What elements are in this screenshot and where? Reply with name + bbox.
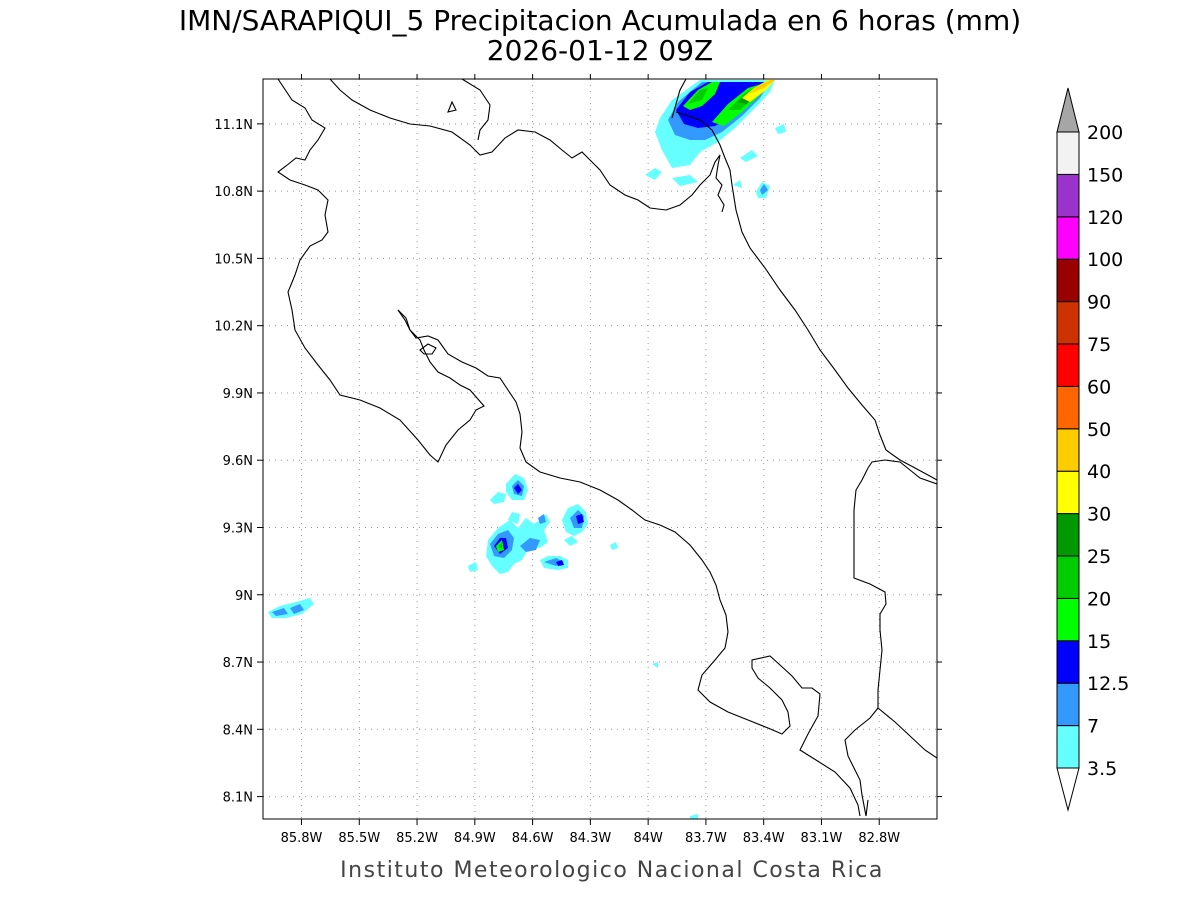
colorbar-label: 15 bbox=[1087, 631, 1111, 653]
colorbar-label: 25 bbox=[1087, 546, 1111, 568]
colorbar-label: 60 bbox=[1087, 376, 1111, 398]
colorbar-label: 100 bbox=[1087, 249, 1123, 271]
x-tick-label: 83.1W bbox=[801, 831, 843, 846]
y-tick-label: 11.1N bbox=[214, 118, 253, 133]
colorbar-swatch bbox=[1056, 216, 1080, 260]
precip-area-west bbox=[268, 598, 314, 618]
colorbar-label: 40 bbox=[1087, 461, 1111, 483]
axis-ticks: 85.8W 85.5W 85.2W 84.9W 84.6W 84.3W 84W 83.7W 83… bbox=[214, 74, 942, 846]
colorbar-label: 20 bbox=[1087, 588, 1111, 610]
precip-area-northeast bbox=[645, 80, 786, 198]
x-tick-label: 84.9W bbox=[454, 831, 496, 846]
y-tick-label: 9N bbox=[235, 589, 253, 604]
y-tick-label: 8.1N bbox=[223, 791, 253, 806]
colorbar-swatch bbox=[1056, 513, 1080, 557]
colorbar-label: 12.5 bbox=[1087, 673, 1129, 695]
x-tick-label: 84.3W bbox=[569, 831, 611, 846]
colorbar-label: 120 bbox=[1087, 207, 1123, 229]
y-tick-label: 10.5N bbox=[214, 252, 253, 267]
colorbar-swatch bbox=[1056, 428, 1080, 472]
colorbar-swatch bbox=[1056, 470, 1080, 515]
colorbar-swatch bbox=[1056, 597, 1080, 642]
y-tick-label: 8.4N bbox=[223, 723, 253, 738]
y-tick-label: 9.9N bbox=[223, 387, 253, 402]
colorbar-swatch bbox=[1056, 682, 1080, 727]
y-tick-label: 9.3N bbox=[223, 521, 253, 536]
x-tick-label: 83.7W bbox=[685, 831, 727, 846]
colorbar-label: 30 bbox=[1087, 504, 1111, 526]
colorbar-swatch bbox=[1056, 385, 1080, 430]
colorbar-label: 7 bbox=[1087, 716, 1099, 738]
x-tick-label: 85.5W bbox=[338, 831, 380, 846]
plot-frame bbox=[262, 78, 938, 820]
colorbar-label: 50 bbox=[1087, 419, 1111, 441]
x-tick-label: 84W bbox=[633, 831, 663, 846]
colorbar: 3.5 7 12.5 15 20 25 30 40 50 60 75 90 100 120 150 200 bbox=[1056, 87, 1129, 812]
precipitation-field bbox=[268, 80, 786, 819]
coastlines-and-borders bbox=[277, 79, 937, 817]
colorbar-label: 3.5 bbox=[1087, 758, 1117, 780]
y-tick-label: 8.7N bbox=[223, 656, 253, 671]
colorbar-swatch bbox=[1056, 258, 1080, 303]
x-tick-label: 84.6W bbox=[512, 831, 554, 846]
footer-credit: Instituto Meteorologico Nacional Costa R… bbox=[340, 858, 884, 883]
colorbar-swatch bbox=[1056, 173, 1080, 218]
colorbar-label: 200 bbox=[1087, 122, 1123, 144]
x-tick-label: 85.8W bbox=[281, 831, 323, 846]
colorbar-cap-high bbox=[1056, 87, 1080, 133]
map-title-line2: 2026-01-12 09Z bbox=[487, 34, 713, 67]
colorbar-swatch bbox=[1056, 343, 1080, 387]
y-tick-label: 9.6N bbox=[223, 454, 253, 469]
map-title-line1: IMN/SARAPIQUI_5 Precipitacion Acumulada … bbox=[179, 4, 1021, 37]
colorbar-label: 90 bbox=[1087, 292, 1111, 314]
colorbar-label: 150 bbox=[1087, 164, 1123, 186]
colorbar-swatch bbox=[1056, 555, 1080, 599]
colorbar-swatch bbox=[1056, 640, 1080, 684]
x-tick-label: 83.4W bbox=[743, 831, 785, 846]
graticule bbox=[263, 79, 937, 819]
x-tick-label: 82.8W bbox=[858, 831, 900, 846]
y-tick-label: 10.8N bbox=[214, 185, 253, 200]
colorbar-cap-low bbox=[1056, 767, 1080, 812]
y-tick-label: 10.2N bbox=[214, 320, 253, 335]
plot-background bbox=[263, 79, 937, 819]
colorbar-swatch bbox=[1056, 301, 1080, 345]
map-plot-area: 85.8W 85.5W 85.2W 84.9W 84.6W 84.3W 84W 83.7W 83… bbox=[214, 74, 942, 846]
precip-area-central-pacific bbox=[468, 474, 698, 819]
colorbar-swatch bbox=[1056, 131, 1080, 175]
colorbar-swatch bbox=[1056, 725, 1080, 769]
x-tick-label: 85.2W bbox=[396, 831, 438, 846]
colorbar-label: 75 bbox=[1087, 334, 1111, 356]
